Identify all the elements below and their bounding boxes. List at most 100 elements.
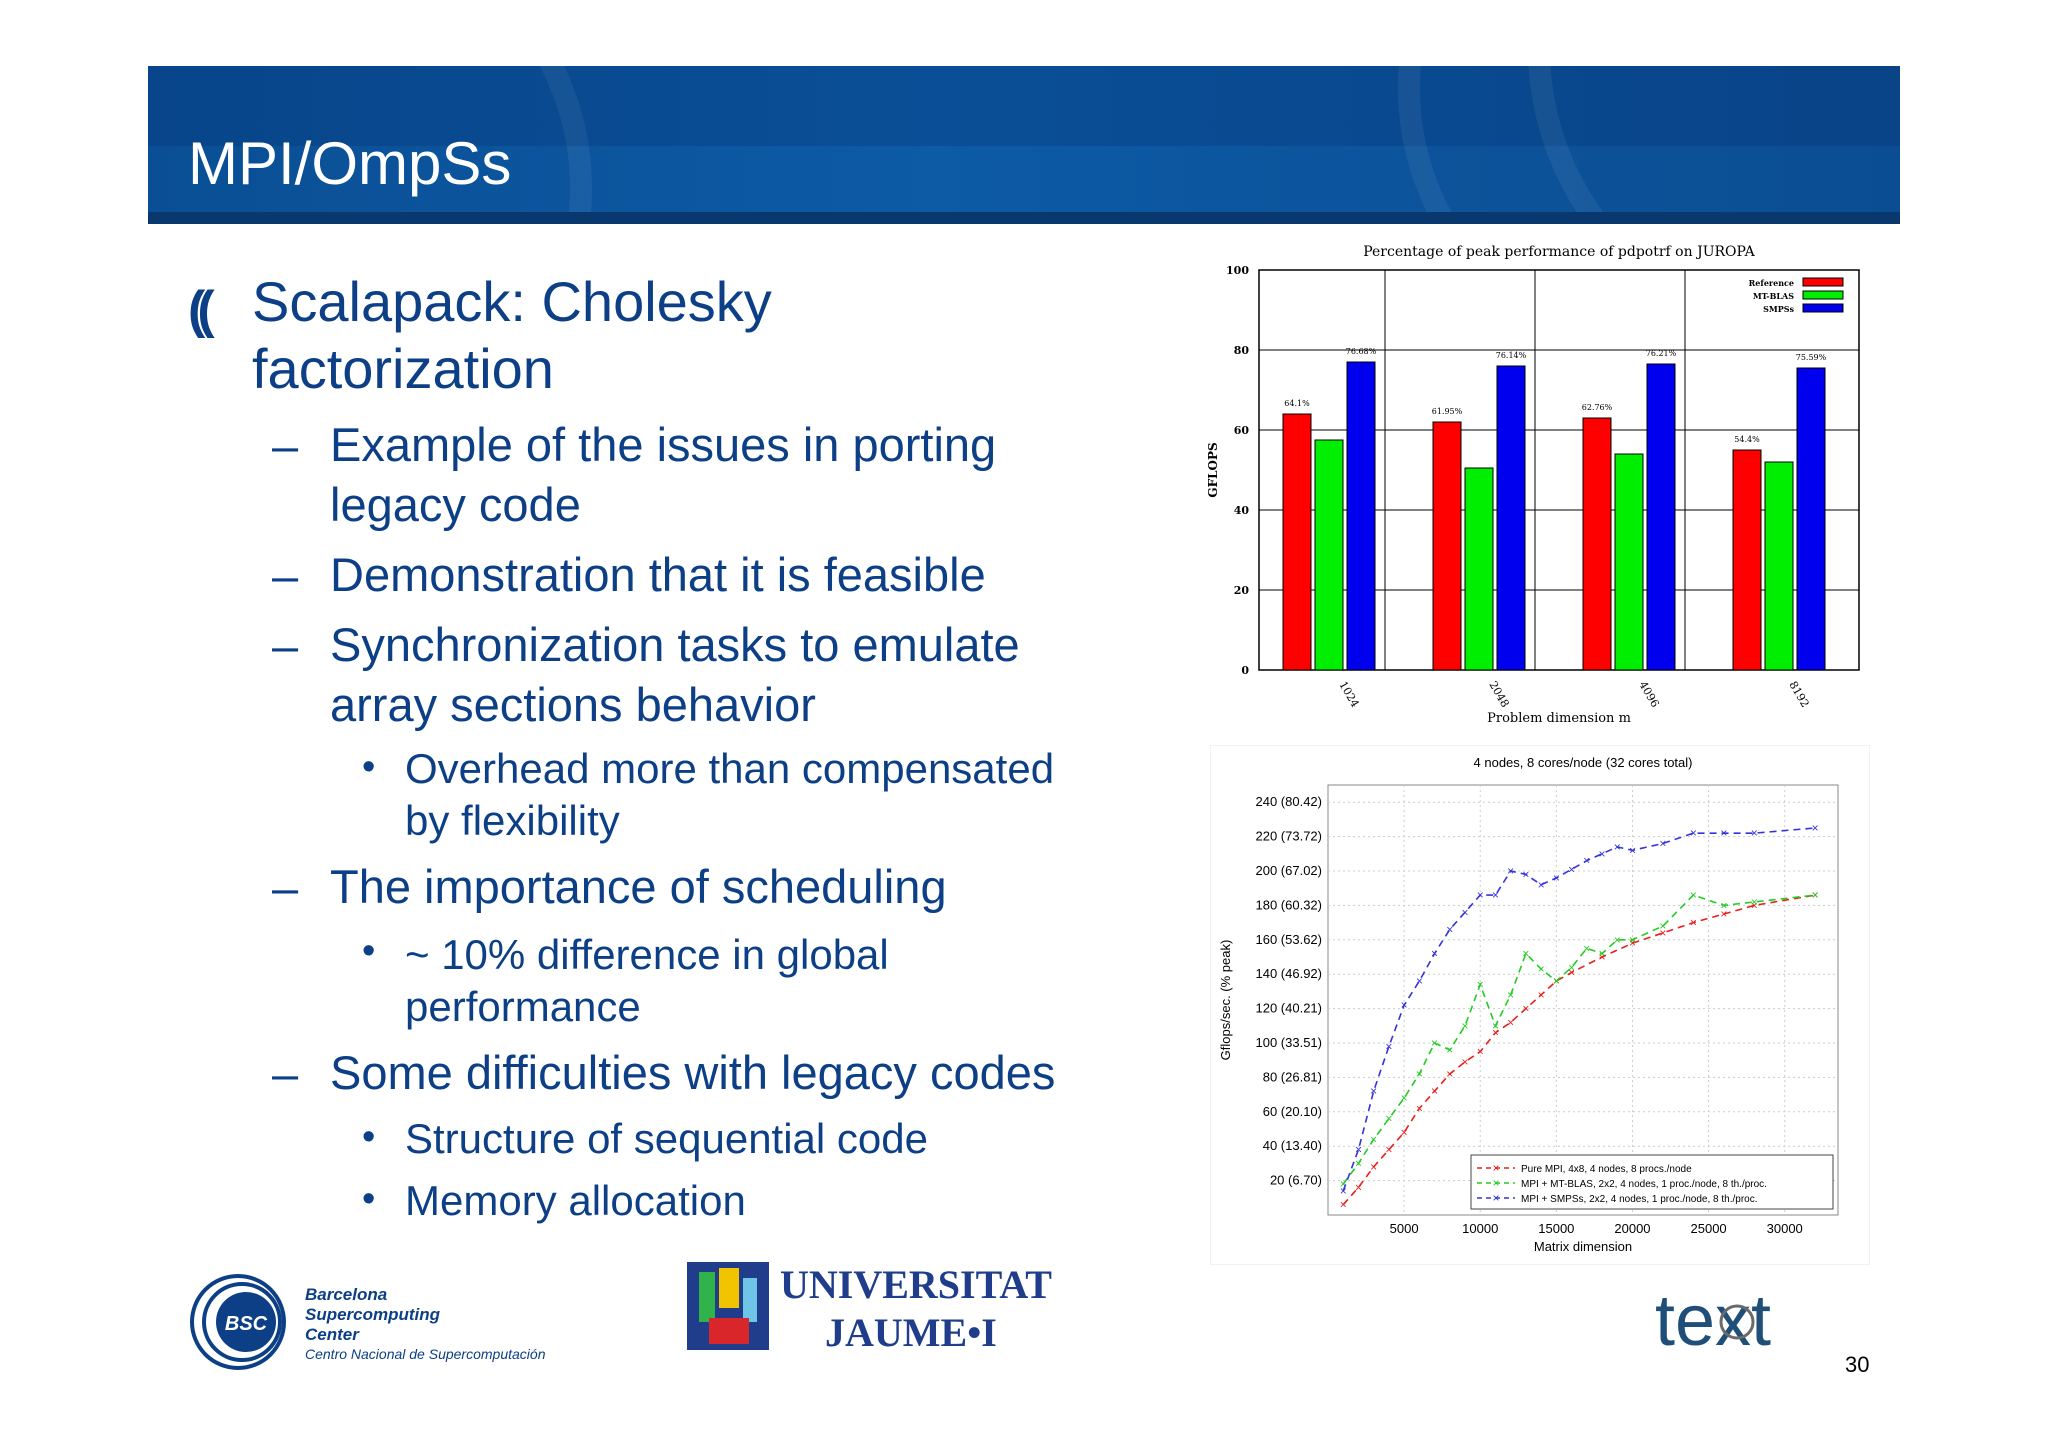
y-tick-label: 120 (40.21) (1256, 1001, 1323, 1016)
data-point-1: × (1690, 888, 1697, 902)
data-point-0: × (1355, 1180, 1362, 1194)
legend-swatch (1802, 303, 1844, 313)
bullet-level1-text: Demonstration that it is feasible (330, 548, 986, 601)
data-point-0: × (1477, 1045, 1484, 1059)
bar-mt-blas (1314, 439, 1344, 671)
bar-smpss (1496, 365, 1526, 671)
data-point-1: × (1720, 898, 1727, 912)
data-point-2: × (1477, 888, 1484, 902)
dot-marker: • (362, 930, 376, 972)
data-label: 62.76% (1582, 403, 1613, 412)
y-tick-label: 20 (6.70) (1270, 1173, 1322, 1188)
y-tick-label: 80 (1234, 344, 1250, 357)
uji-name-line1: UNIVERSITAT (780, 1262, 1052, 1307)
data-point-0: × (1340, 1198, 1347, 1212)
dash-marker: – (272, 549, 299, 602)
bar-mt-blas (1464, 467, 1494, 671)
data-point-1: × (1416, 1067, 1423, 1081)
y-tick-label: 180 (60.32) (1256, 897, 1323, 912)
data-point-2: × (1720, 826, 1727, 840)
bsc-logo: BSC Barcelona Supercomputing Center Cent… (190, 1274, 546, 1370)
dash-marker: – (272, 419, 299, 472)
bsc-badge-text: BSC (225, 1313, 268, 1335)
data-point-0: × (1507, 1015, 1514, 1029)
legend-label: MPI + MT-BLAS, 2x2, 4 nodes, 1 proc./nod… (1521, 1179, 1767, 1190)
data-point-1: × (1507, 988, 1514, 1002)
bullet-level2-text: Structure of sequential code (405, 1115, 928, 1162)
x-tick-label: 25000 (1691, 1221, 1727, 1236)
dash-marker: – (272, 619, 299, 672)
x-tick-label: 5000 (1390, 1221, 1419, 1236)
x-tick-label: 2048 (1486, 679, 1511, 710)
legend-label: MPI + SMPSs, 2x2, 4 nodes, 1 proc./node,… (1521, 1194, 1758, 1205)
data-point-2: × (1492, 888, 1499, 902)
x-tick-label: 4096 (1636, 679, 1661, 710)
y-tick-label: 200 (67.02) (1256, 863, 1323, 878)
data-point-0: × (1812, 888, 1819, 902)
data-point-0: × (1431, 1084, 1438, 1098)
bar-reference (1282, 413, 1312, 671)
bar-reference (1582, 417, 1612, 671)
data-point-1: × (1401, 1091, 1408, 1105)
data-point-2: × (1812, 821, 1819, 835)
data-point-1: × (1553, 974, 1560, 988)
dot-marker: • (362, 746, 376, 788)
legend-label: SMPSs (1763, 304, 1794, 314)
legend-label: MT-BLAS (1753, 291, 1794, 301)
dash-marker: – (272, 861, 299, 914)
bullet-level2-text: Memory allocation (405, 1177, 746, 1224)
data-point-1: × (1583, 941, 1590, 955)
data-point-0: × (1720, 907, 1727, 921)
data-point-0: × (1462, 1055, 1469, 1069)
legend-swatch (1802, 290, 1844, 300)
legend-marker: × (1492, 1176, 1499, 1190)
dot-marker: • (362, 1116, 376, 1158)
data-point-1: × (1751, 895, 1758, 909)
y-axis-label: GFLOPS (1206, 442, 1220, 497)
title-bar-shade (148, 212, 1900, 224)
bullet-level1-text: legacy code (330, 478, 581, 531)
data-point-2: × (1629, 843, 1636, 857)
y-tick-label: 140 (46.92) (1256, 966, 1323, 981)
data-point-0: × (1568, 965, 1575, 979)
data-point-2: × (1446, 922, 1453, 936)
bsc-name-line3: Center (305, 1325, 360, 1344)
y-tick-label: 80 (26.81) (1263, 1069, 1322, 1084)
data-point-0: × (1446, 1067, 1453, 1081)
data-label: 76.68% (1346, 347, 1377, 356)
gear-icon (1719, 1304, 1755, 1340)
x-axis-label: Matrix dimension (1534, 1239, 1632, 1254)
legend-marker: × (1492, 1161, 1499, 1175)
dash-marker: – (272, 1047, 299, 1100)
data-point-1: × (1340, 1177, 1347, 1191)
bsc-name-line1: Barcelona (305, 1285, 387, 1304)
data-point-0: × (1370, 1160, 1377, 1174)
data-point-1: × (1522, 947, 1529, 961)
bar-mt-blas (1764, 461, 1794, 671)
y-axis-label: Gflops/sec. (% peak) (1218, 940, 1233, 1061)
data-point-1: × (1568, 960, 1575, 974)
data-point-2: × (1568, 862, 1575, 876)
data-point-0: × (1659, 926, 1666, 940)
legend-marker: × (1492, 1191, 1499, 1205)
y-tick-label: 0 (1241, 664, 1249, 677)
data-point-1: × (1812, 888, 1819, 902)
x-axis-label: Problem dimension m (1487, 711, 1631, 722)
bullet-level1-text: The importance of scheduling (330, 860, 947, 913)
data-point-2: × (1431, 947, 1438, 961)
bullet-level2-text: performance (405, 983, 641, 1030)
bar-reference (1432, 421, 1462, 671)
data-label: 76.14% (1496, 351, 1527, 360)
bullet-marker-icon: (( (188, 281, 214, 339)
data-point-1: × (1431, 1036, 1438, 1050)
bar-reference (1732, 449, 1762, 671)
data-point-2: × (1751, 826, 1758, 840)
line-chart-gflops: 20 (6.70) 40 (13.40) 60 (20.10) 80 (26.81) 1… (1210, 745, 1870, 1265)
bullet-level1-text: array sections behavior (330, 678, 816, 731)
page-number: 30 (1845, 1352, 1870, 1377)
data-point-2: × (1340, 1184, 1347, 1198)
x-tick-label: 8192 (1786, 679, 1811, 710)
data-label: 75.59% (1796, 353, 1827, 362)
bullet-level2-text: Overhead more than compensated (405, 745, 1055, 792)
